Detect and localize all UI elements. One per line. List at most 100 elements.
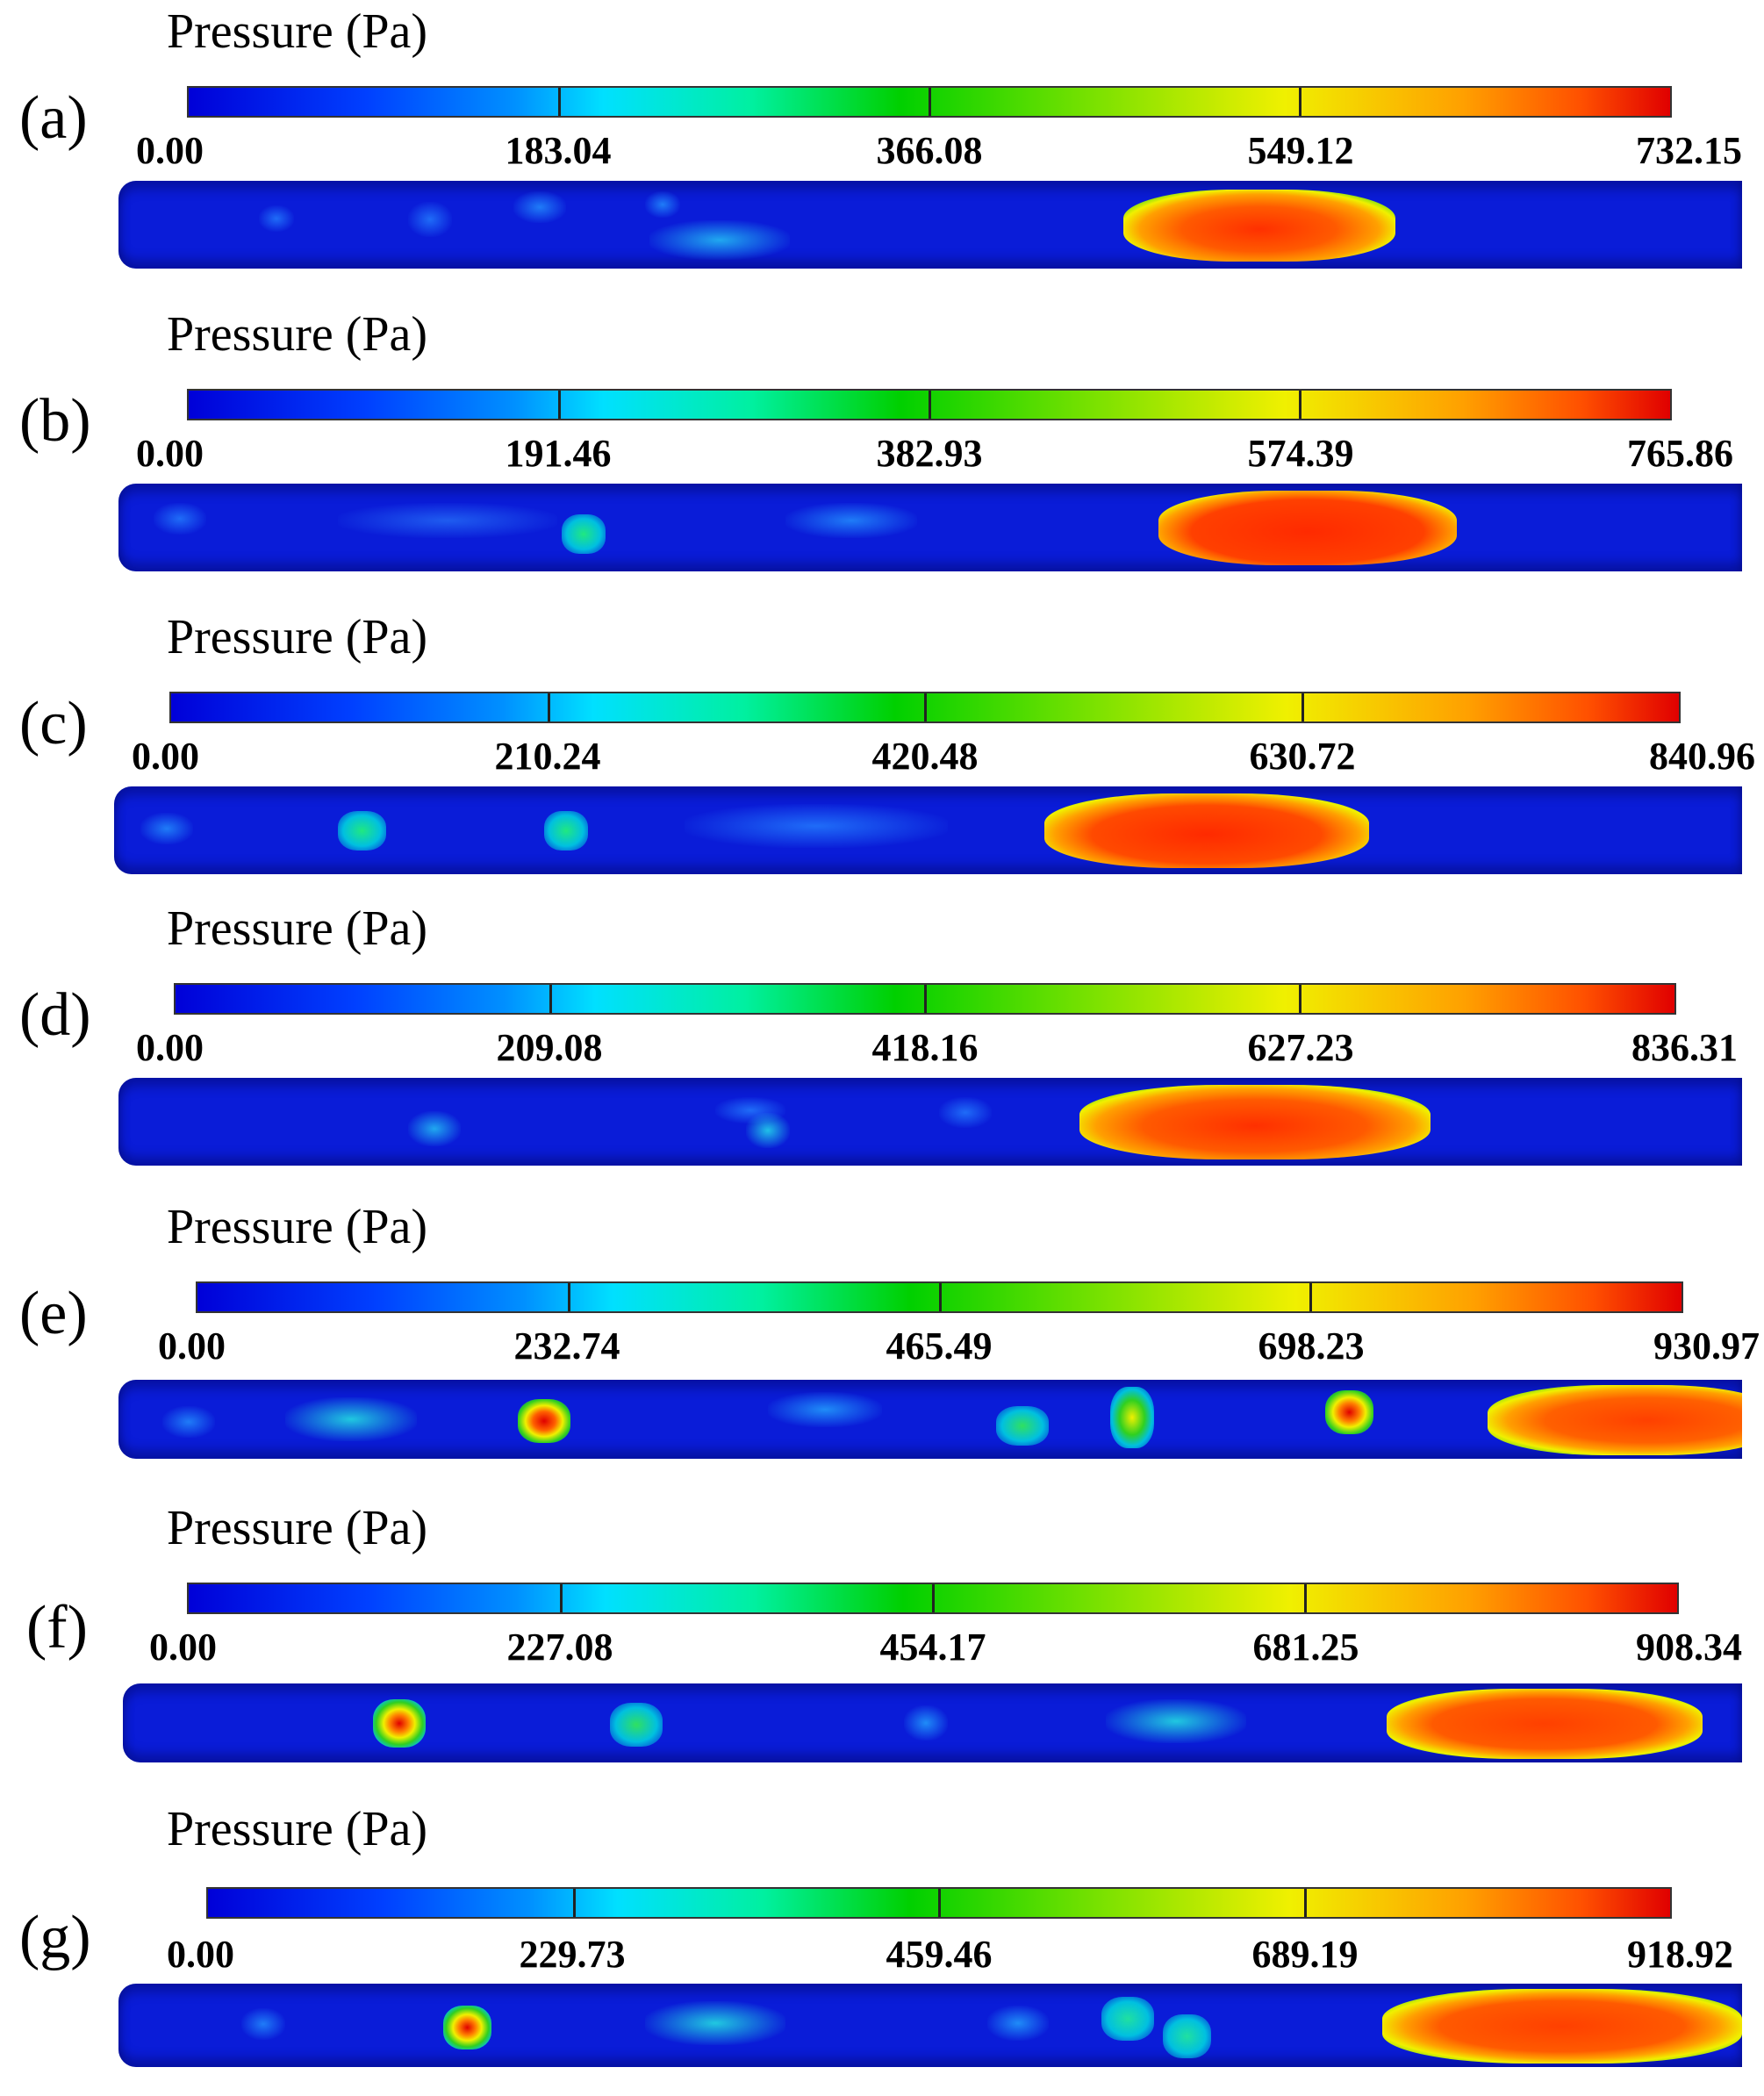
high-pressure-bubble: [518, 1399, 570, 1443]
tick-label: 183.04: [505, 129, 612, 172]
low-pressure-patch: [408, 202, 452, 237]
colorbar-tick: [938, 1889, 941, 1917]
mid-pressure-bubble: [1110, 1387, 1154, 1448]
tick-label: 836.31: [1631, 1026, 1738, 1069]
colorbar-title: Pressure (Pa): [167, 610, 428, 664]
colorbar-tick: [1303, 1889, 1307, 1917]
mid-pressure-bubble: [996, 1406, 1049, 1446]
high-pressure-slug: [1079, 1085, 1431, 1159]
pressure-contour-pipe: [118, 1380, 1742, 1459]
tick-label: 229.73: [519, 1933, 626, 1976]
high-pressure-slug: [1387, 1689, 1703, 1759]
low-pressure-patch: [645, 2001, 785, 2045]
colorbar-tick: [924, 985, 927, 1013]
colorbar-title: Pressure (Pa): [167, 1501, 428, 1555]
tick-label: 366.08: [876, 129, 983, 172]
tick-label: 0.00: [136, 432, 204, 475]
tick-label: 232.74: [513, 1324, 620, 1367]
colorbar-tick: [1304, 1584, 1307, 1612]
tick-label: 210.24: [494, 735, 601, 778]
panel-label: (c): [19, 690, 88, 757]
panel-b: Pressure (Pa) (b) 0.00 191.46 382.93 574…: [0, 303, 1764, 601]
colorbar-tick: [1309, 1283, 1313, 1311]
tick-label: 630.72: [1249, 735, 1356, 778]
tick-label: 420.48: [871, 735, 979, 778]
colorbar-tick: [932, 1584, 935, 1612]
tick-label: 698.23: [1258, 1324, 1365, 1367]
mid-pressure-bubble: [562, 514, 606, 554]
tick-label: 459.46: [886, 1933, 993, 1976]
tick-label: 908.34: [1636, 1626, 1742, 1669]
tick-label: 0.00: [136, 1026, 204, 1069]
high-pressure-slug: [1044, 793, 1369, 868]
colorbar-title: Pressure (Pa): [167, 307, 428, 362]
colorbar: [187, 86, 1672, 118]
high-pressure-bubble: [373, 1699, 426, 1748]
colorbar-title: Pressure (Pa): [167, 4, 428, 59]
high-pressure-bubble: [443, 2006, 491, 2049]
tick-label: 574.39: [1247, 432, 1354, 475]
colorbar: [187, 389, 1672, 420]
tick-label: 732.15: [1636, 129, 1742, 172]
colorbar: [187, 1583, 1679, 1614]
tick-label: 765.86: [1627, 432, 1733, 475]
panel-label: (f): [26, 1594, 88, 1662]
pressure-contour-pipe: [118, 181, 1742, 269]
tick-label: 0.00: [158, 1324, 226, 1367]
pressure-contour-pipe: [118, 1078, 1742, 1166]
low-pressure-patch: [140, 813, 193, 844]
colorbar: [174, 983, 1676, 1015]
low-pressure-patch: [685, 804, 948, 848]
tick-label: 227.08: [506, 1626, 613, 1669]
colorbar-tick: [549, 985, 552, 1013]
tick-label: 930.97: [1653, 1324, 1760, 1367]
high-pressure-slug: [1488, 1385, 1742, 1455]
tick-label: 918.92: [1627, 1933, 1733, 1976]
tick-label: 209.08: [496, 1026, 603, 1069]
tick-label: 0.00: [136, 129, 204, 172]
colorbar: [196, 1281, 1683, 1313]
panel-f: Pressure (Pa) (f) 0.00 227.08 454.17 681…: [0, 1497, 1764, 1795]
colorbar-tick: [572, 1889, 576, 1917]
colorbar-title: Pressure (Pa): [167, 1802, 428, 1856]
high-pressure-bubble: [1325, 1390, 1373, 1434]
panel-a: Pressure (Pa) (a) 0.00 183.04 366.08 549…: [0, 0, 1764, 298]
low-pressure-patch: [1106, 1699, 1246, 1743]
pressure-contour-pipe: [114, 786, 1742, 874]
low-pressure-patch: [768, 1392, 882, 1427]
panel-label: (g): [19, 1904, 91, 1971]
mid-pressure-bubble: [610, 1703, 663, 1747]
tick-label: 627.23: [1247, 1026, 1354, 1069]
colorbar-tick: [547, 693, 550, 721]
low-pressure-patch: [746, 1113, 790, 1148]
panel-c: Pressure (Pa) (c) 0.00 210.24 420.48 630…: [0, 606, 1764, 904]
pressure-contour-pipe: [118, 484, 1742, 571]
colorbar-tick: [1299, 391, 1301, 419]
low-pressure-patch: [259, 205, 294, 232]
tick-label: 0.00: [149, 1626, 217, 1669]
colorbar-tick: [558, 88, 561, 116]
tick-label: 0.00: [132, 735, 199, 778]
colorbar-title: Pressure (Pa): [167, 901, 428, 956]
colorbar-tick: [1301, 693, 1304, 721]
high-pressure-slug: [1123, 190, 1395, 262]
colorbar-tick: [1299, 88, 1301, 116]
tick-label: 418.16: [871, 1026, 979, 1069]
mid-pressure-bubble: [1101, 1997, 1154, 2041]
colorbar-tick: [558, 391, 561, 419]
pressure-contour-pipe: [123, 1683, 1742, 1762]
tick-label: 191.46: [505, 432, 612, 475]
low-pressure-patch: [649, 220, 790, 260]
panel-e: Pressure (Pa) (e) 0.00 232.74 465.49 698…: [0, 1195, 1764, 1494]
low-pressure-patch: [987, 2006, 1049, 2041]
low-pressure-patch: [154, 503, 206, 535]
mid-pressure-bubble: [544, 811, 588, 851]
colorbar: [169, 692, 1681, 723]
low-pressure-patch: [513, 191, 566, 223]
colorbar-title: Pressure (Pa): [167, 1200, 428, 1254]
panel-g: Pressure (Pa) (g) 0.00 229.73 459.46 689…: [0, 1798, 1764, 2096]
low-pressure-patch: [408, 1111, 461, 1146]
low-pressure-patch: [241, 2008, 285, 2040]
tick-label: 689.19: [1251, 1933, 1359, 1976]
colorbar-tick: [929, 391, 931, 419]
